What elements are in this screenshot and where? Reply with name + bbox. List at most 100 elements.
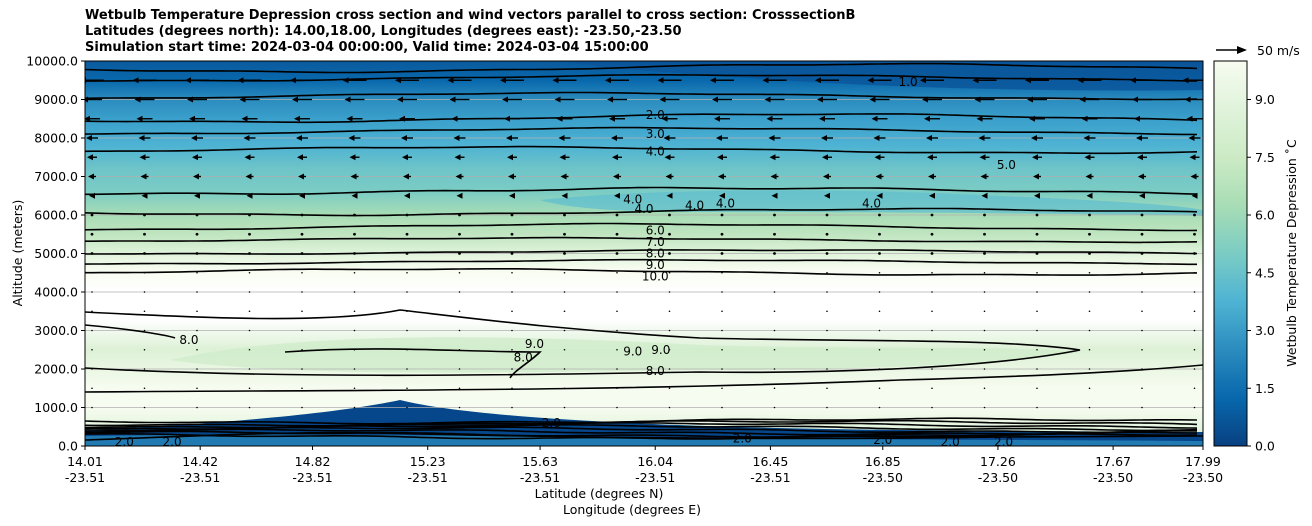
wind-vector-point xyxy=(301,368,303,370)
wind-vector-point xyxy=(301,310,303,313)
wind-vector-point xyxy=(1036,348,1038,351)
wind-vector-head xyxy=(815,77,821,84)
contour-label: 2.0 xyxy=(873,433,892,447)
wind-vector-head xyxy=(664,154,671,161)
wind-vector-head xyxy=(85,96,88,103)
wind-vector-point xyxy=(143,387,146,390)
wind-vector-head xyxy=(1077,77,1084,84)
wind-vector-point xyxy=(931,310,933,313)
wind-vector-point xyxy=(1035,232,1039,236)
wind-vector-point xyxy=(825,252,829,255)
wind-vector-point xyxy=(720,213,724,217)
wind-vector-point xyxy=(1088,232,1091,236)
contour-label: 2.0 xyxy=(542,416,561,430)
wind-vector-head xyxy=(504,115,510,122)
wind-vector-point xyxy=(196,329,198,332)
wind-vector-point xyxy=(878,291,881,293)
wind-vector-head xyxy=(455,173,462,180)
wind-vector-head xyxy=(139,154,146,161)
wind-vector-head xyxy=(401,135,407,141)
wind-vector-point xyxy=(615,232,619,236)
wind-vector-point xyxy=(248,232,251,236)
wind-vector-point xyxy=(668,406,671,409)
wind-vector-head xyxy=(395,77,401,84)
wind-vector-head xyxy=(927,154,933,161)
wind-vector-head xyxy=(611,135,617,141)
wind-vector-point xyxy=(878,310,881,313)
wind-vector-point xyxy=(300,252,304,255)
wind-vector-point xyxy=(825,213,829,217)
wind-vector-point xyxy=(773,348,776,351)
wind-vector-point xyxy=(90,252,94,255)
wind-vector-point xyxy=(353,232,356,236)
wind-vector-head xyxy=(867,77,874,84)
x-tick-label-lat: 15.23 xyxy=(410,454,446,469)
wind-vector-point xyxy=(510,213,514,217)
wind-vector-head xyxy=(1188,135,1195,141)
contour-line xyxy=(85,222,1198,232)
wind-vector-point xyxy=(1088,291,1091,293)
wind-vector-point xyxy=(458,232,461,236)
y-tick-label: 8000.0 xyxy=(34,131,78,146)
wind-vector-head xyxy=(560,173,567,180)
colorbar-tick-label: 3.0 xyxy=(1255,323,1275,338)
y-tick-label: 1000.0 xyxy=(34,400,78,415)
wind-vector-point xyxy=(720,252,724,255)
wind-vector-head xyxy=(346,115,353,122)
wind-vector-head xyxy=(454,154,461,161)
wind-vector-head xyxy=(819,115,825,122)
contour-lines xyxy=(85,62,1203,441)
wind-vector-point xyxy=(878,348,881,351)
wind-vector-head xyxy=(1085,173,1092,180)
wind-vector-point xyxy=(511,387,513,390)
wind-vector-point xyxy=(616,291,618,293)
wind-vector-point xyxy=(563,291,566,293)
wind-vector-point xyxy=(248,310,251,313)
wind-vector-point xyxy=(1141,368,1143,370)
wind-vector-head xyxy=(194,192,200,199)
wind-vector-head xyxy=(350,173,357,180)
wind-vector-head xyxy=(929,192,935,199)
wind-vector-head xyxy=(85,115,90,122)
wind-vector-point xyxy=(196,406,198,409)
wind-key-arrow-head xyxy=(1237,46,1247,54)
wind-vector-point xyxy=(1193,348,1196,351)
wind-vector-point xyxy=(721,387,723,390)
colorbar-gradient xyxy=(1213,60,1248,447)
wind-vector-point xyxy=(668,271,671,274)
wind-vector-point xyxy=(353,310,356,313)
wind-vector-head xyxy=(712,96,718,103)
wind-vector-head xyxy=(871,115,878,122)
wind-vector-point xyxy=(1036,368,1038,370)
wind-vector-point xyxy=(511,329,513,332)
wind-vector-point xyxy=(668,387,671,390)
y-tick-label: 3000.0 xyxy=(34,323,78,338)
wind-vector-head xyxy=(718,173,724,180)
wind-vector-point xyxy=(458,368,461,370)
contour-label: 8.0 xyxy=(514,350,533,364)
wind-vector-point xyxy=(353,252,356,255)
contour-label: 9.0 xyxy=(525,337,544,351)
wind-vector-head xyxy=(447,77,454,84)
wind-vector-head xyxy=(609,115,615,122)
x-tick-label-lon: -23.50 xyxy=(1093,470,1133,485)
wind-vector-head xyxy=(821,135,827,141)
colorbar-tick-label: 1.5 xyxy=(1255,381,1275,396)
wind-vector-point xyxy=(563,310,566,313)
wind-vector-head xyxy=(869,96,876,103)
wind-vector-head xyxy=(1034,192,1040,199)
wind-vector-head xyxy=(299,192,305,199)
x-tick-label-lat: 14.82 xyxy=(295,454,331,469)
wind-vector-head xyxy=(246,192,253,199)
wind-vector-head xyxy=(1025,77,1031,84)
contour-label: 4.0 xyxy=(685,198,704,212)
wind-vector-point xyxy=(1088,271,1091,274)
wind-vector-point xyxy=(301,329,303,332)
wind-vector-point xyxy=(406,406,408,409)
contour-line xyxy=(85,186,1198,196)
wind-vector-head xyxy=(348,135,355,141)
wind-vector-point xyxy=(510,232,514,236)
grid-lines xyxy=(85,99,1203,408)
wind-vector-head xyxy=(290,77,296,84)
colorbar-tick-label: 6.0 xyxy=(1255,208,1275,223)
